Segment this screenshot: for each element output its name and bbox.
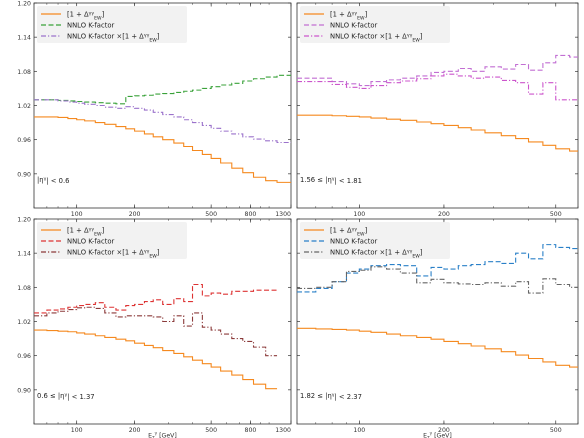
y-tick-label: 1.02 [17,103,31,110]
x-tick-label: 100 [71,427,83,434]
x-tick-label: 500 [550,211,562,218]
series-line-3 [297,73,578,101]
series-line-2 [297,244,578,293]
y-tick-label: 1.08 [17,69,31,76]
x-tick-label: 800 [245,211,257,218]
legend-label: [1 + Δγγ​EW​] [330,227,368,238]
series-line-3 [34,99,291,144]
y-tick-label: 1.08 [17,285,31,292]
panel-annotation: 0.6 ≤ |ηγ​| < 1.37 [37,392,95,401]
legend-box [300,6,450,43]
legend-label: NNLO K-factor ×[1 + Δγγ​EW​] [330,33,423,44]
x-tick-label: 1300 [275,211,291,218]
panel-annotation: |ηγ​| < 0.6 [37,176,69,185]
series-line-2 [297,54,578,87]
x-axis-label: ET​γ​ [GeV] [423,431,452,438]
series-line-3 [297,266,578,294]
x-tick-label: 500 [205,211,217,218]
x-tick-label: 500 [205,427,217,434]
y-tick-label: 0.96 [17,353,31,360]
x-tick-label: 800 [245,427,257,434]
x-tick-label: 200 [438,211,450,218]
y-tick-label: 1.20 [17,1,31,8]
y-tick-label: 1.02 [17,319,31,326]
series-line-2 [34,74,291,105]
chart-panel-top-left: 0.90 0.96 1.02 1.08 1.14 1.20 100 200 500 800 1300… [17,1,292,218]
x-tick-label: 100 [353,427,365,434]
x-tick-label: 100 [353,211,365,218]
x-tick-label: 200 [129,211,141,218]
series-line-1 [34,329,278,390]
legend-box [37,6,187,43]
legend: [1 + Δγγ​EW​]NNLO K-factor NNLO K-factor … [37,6,187,44]
x-tick-label: 1300 [275,427,291,434]
panel-annotation: 1.82 ≤ |ηγ​| < 2.37 [300,392,362,401]
series-line-1 [297,327,578,368]
legend-box [37,222,187,259]
legend-label: [1 + Δγγ​EW​] [67,227,105,238]
legend-box [300,222,450,259]
legend-label: NNLO K-factor [67,22,115,30]
legend-label: NNLO K-factor [330,22,378,30]
series-line-3 [34,306,278,357]
legend: [1 + Δγγ​EW​]NNLO K-factor NNLO K-factor … [300,222,450,260]
chart-panel-top-right: 100 200 500 [1 + Δγγ​EW​]NNLO K-factor NNLO … [296,2,579,218]
legend-label: NNLO K-factor ×[1 + Δγγ​EW​] [67,249,160,260]
series-line-2 [34,283,278,314]
legend-label: [1 + Δγγ​EW​] [330,11,368,22]
x-axis-label: ET​γ​ [GeV] [148,431,177,438]
y-tick-label: 0.96 [17,137,31,144]
y-tick-label: 0.90 [17,387,31,394]
chart-panel-bottom-left: 0.90 0.96 1.02 1.08 1.14 1.20 100 200 500 800 1300… [17,217,292,438]
legend-label: NNLO K-factor ×[1 + Δγγ​EW​] [67,33,160,44]
legend-label: [1 + Δγγ​EW​] [67,11,105,22]
x-tick-label: 500 [550,427,562,434]
y-tick-label: 1.14 [17,251,31,258]
series-line-1 [297,114,578,152]
y-tick-label: 0.90 [17,171,31,178]
legend-label: NNLO K-factor [67,238,115,246]
legend: [1 + Δγγ​EW​]NNLO K-factor NNLO K-factor … [300,6,450,44]
x-tick-label: 200 [129,427,141,434]
legend-label: NNLO K-factor ×[1 + Δγγ​EW​] [330,249,423,260]
y-tick-label: 1.20 [17,217,31,224]
legend: [1 + Δγγ​EW​]NNLO K-factor NNLO K-factor … [37,222,187,260]
legend-label: NNLO K-factor [330,238,378,246]
y-tick-label: 1.14 [17,35,31,42]
x-tick-label: 100 [71,211,83,218]
series-line-1 [34,116,291,183]
x-tick-label: 200 [438,427,450,434]
panel-annotation: 1.56 ≤ |ηγ​| < 1.81 [300,176,362,185]
